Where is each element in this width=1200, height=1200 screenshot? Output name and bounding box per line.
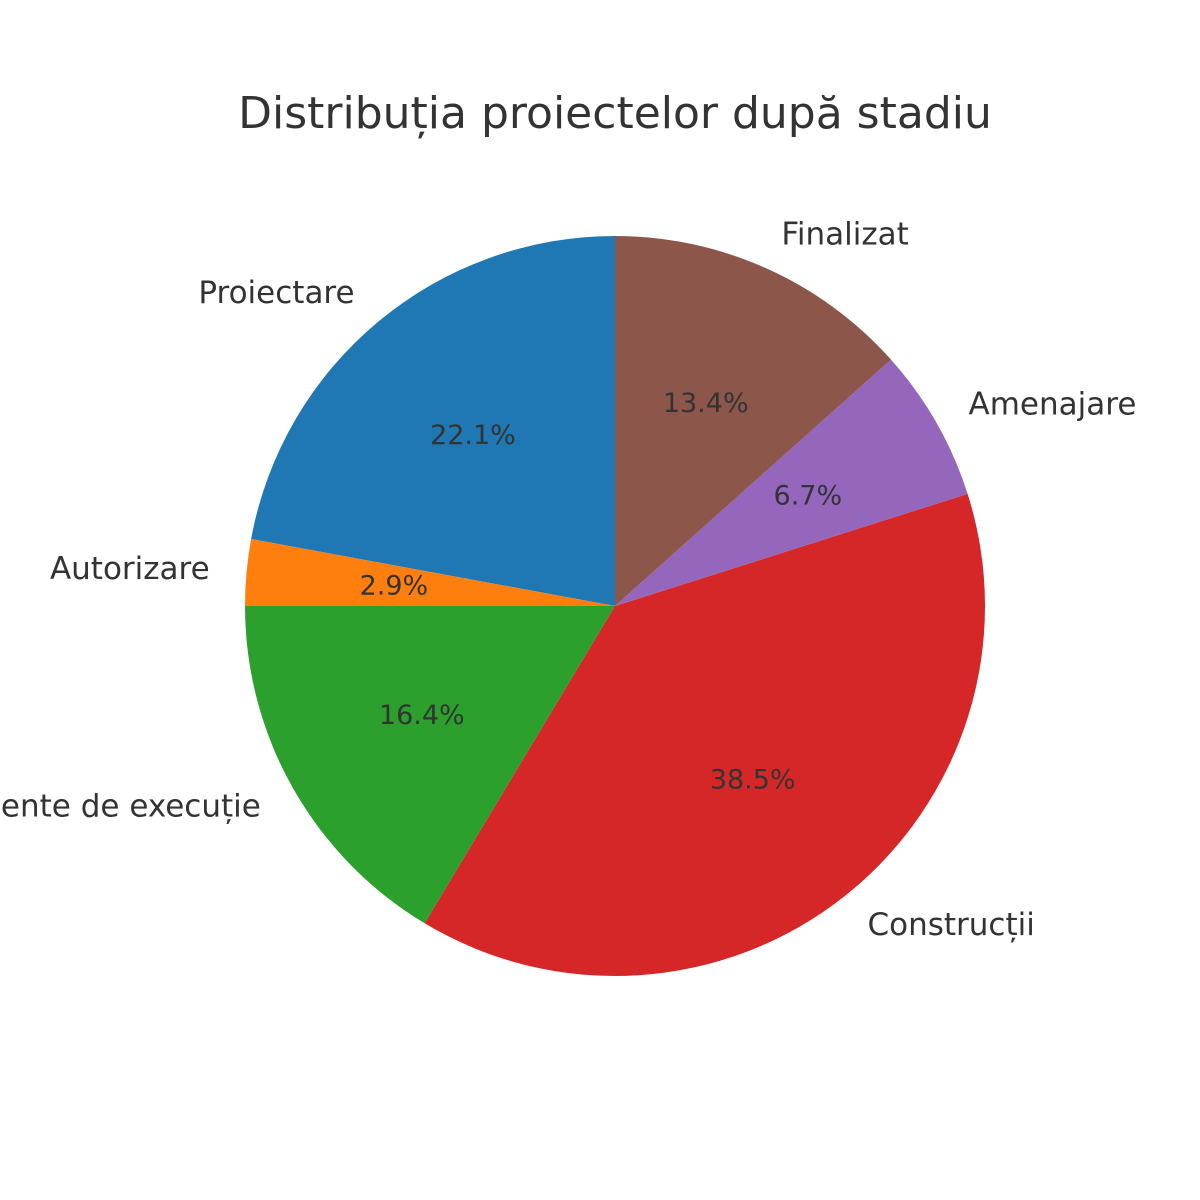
pie-slices [245, 236, 986, 976]
category-label-documente-de-executie: Documente de execuție [0, 789, 261, 825]
category-labels: Proiectare Autorizare Documente de execuți… [0, 217, 1136, 944]
category-label-proiectare: Proiectare [198, 275, 354, 311]
pie-slice-constructii [424, 493, 986, 976]
pie-slice-amenajare [615, 359, 968, 606]
pie-slice-documente-de-executie [245, 606, 615, 924]
pie-slice-proiectare [251, 236, 615, 606]
percent-label: 13.4% [663, 388, 749, 419]
category-label-constructii: Construcții [867, 907, 1034, 943]
percent-labels: 22.1% 2.9% 16.4% 38.5% 6.7% 13.4% [360, 388, 843, 796]
chart-title: Distribuția proiectelor după stadiu [238, 88, 992, 139]
percent-label: 22.1% [430, 420, 516, 451]
category-label-amenajare: Amenajare [969, 386, 1137, 422]
percent-label: 38.5% [710, 765, 796, 796]
percent-label: 16.4% [379, 700, 465, 731]
category-label-autorizare: Autorizare [50, 551, 210, 587]
percent-label: 2.9% [360, 570, 429, 601]
pie-slice-finalizat [615, 236, 891, 606]
percent-label: 6.7% [774, 481, 843, 512]
pie-slice-autorizare [245, 538, 615, 606]
category-label-finalizat: Finalizat [781, 217, 908, 253]
